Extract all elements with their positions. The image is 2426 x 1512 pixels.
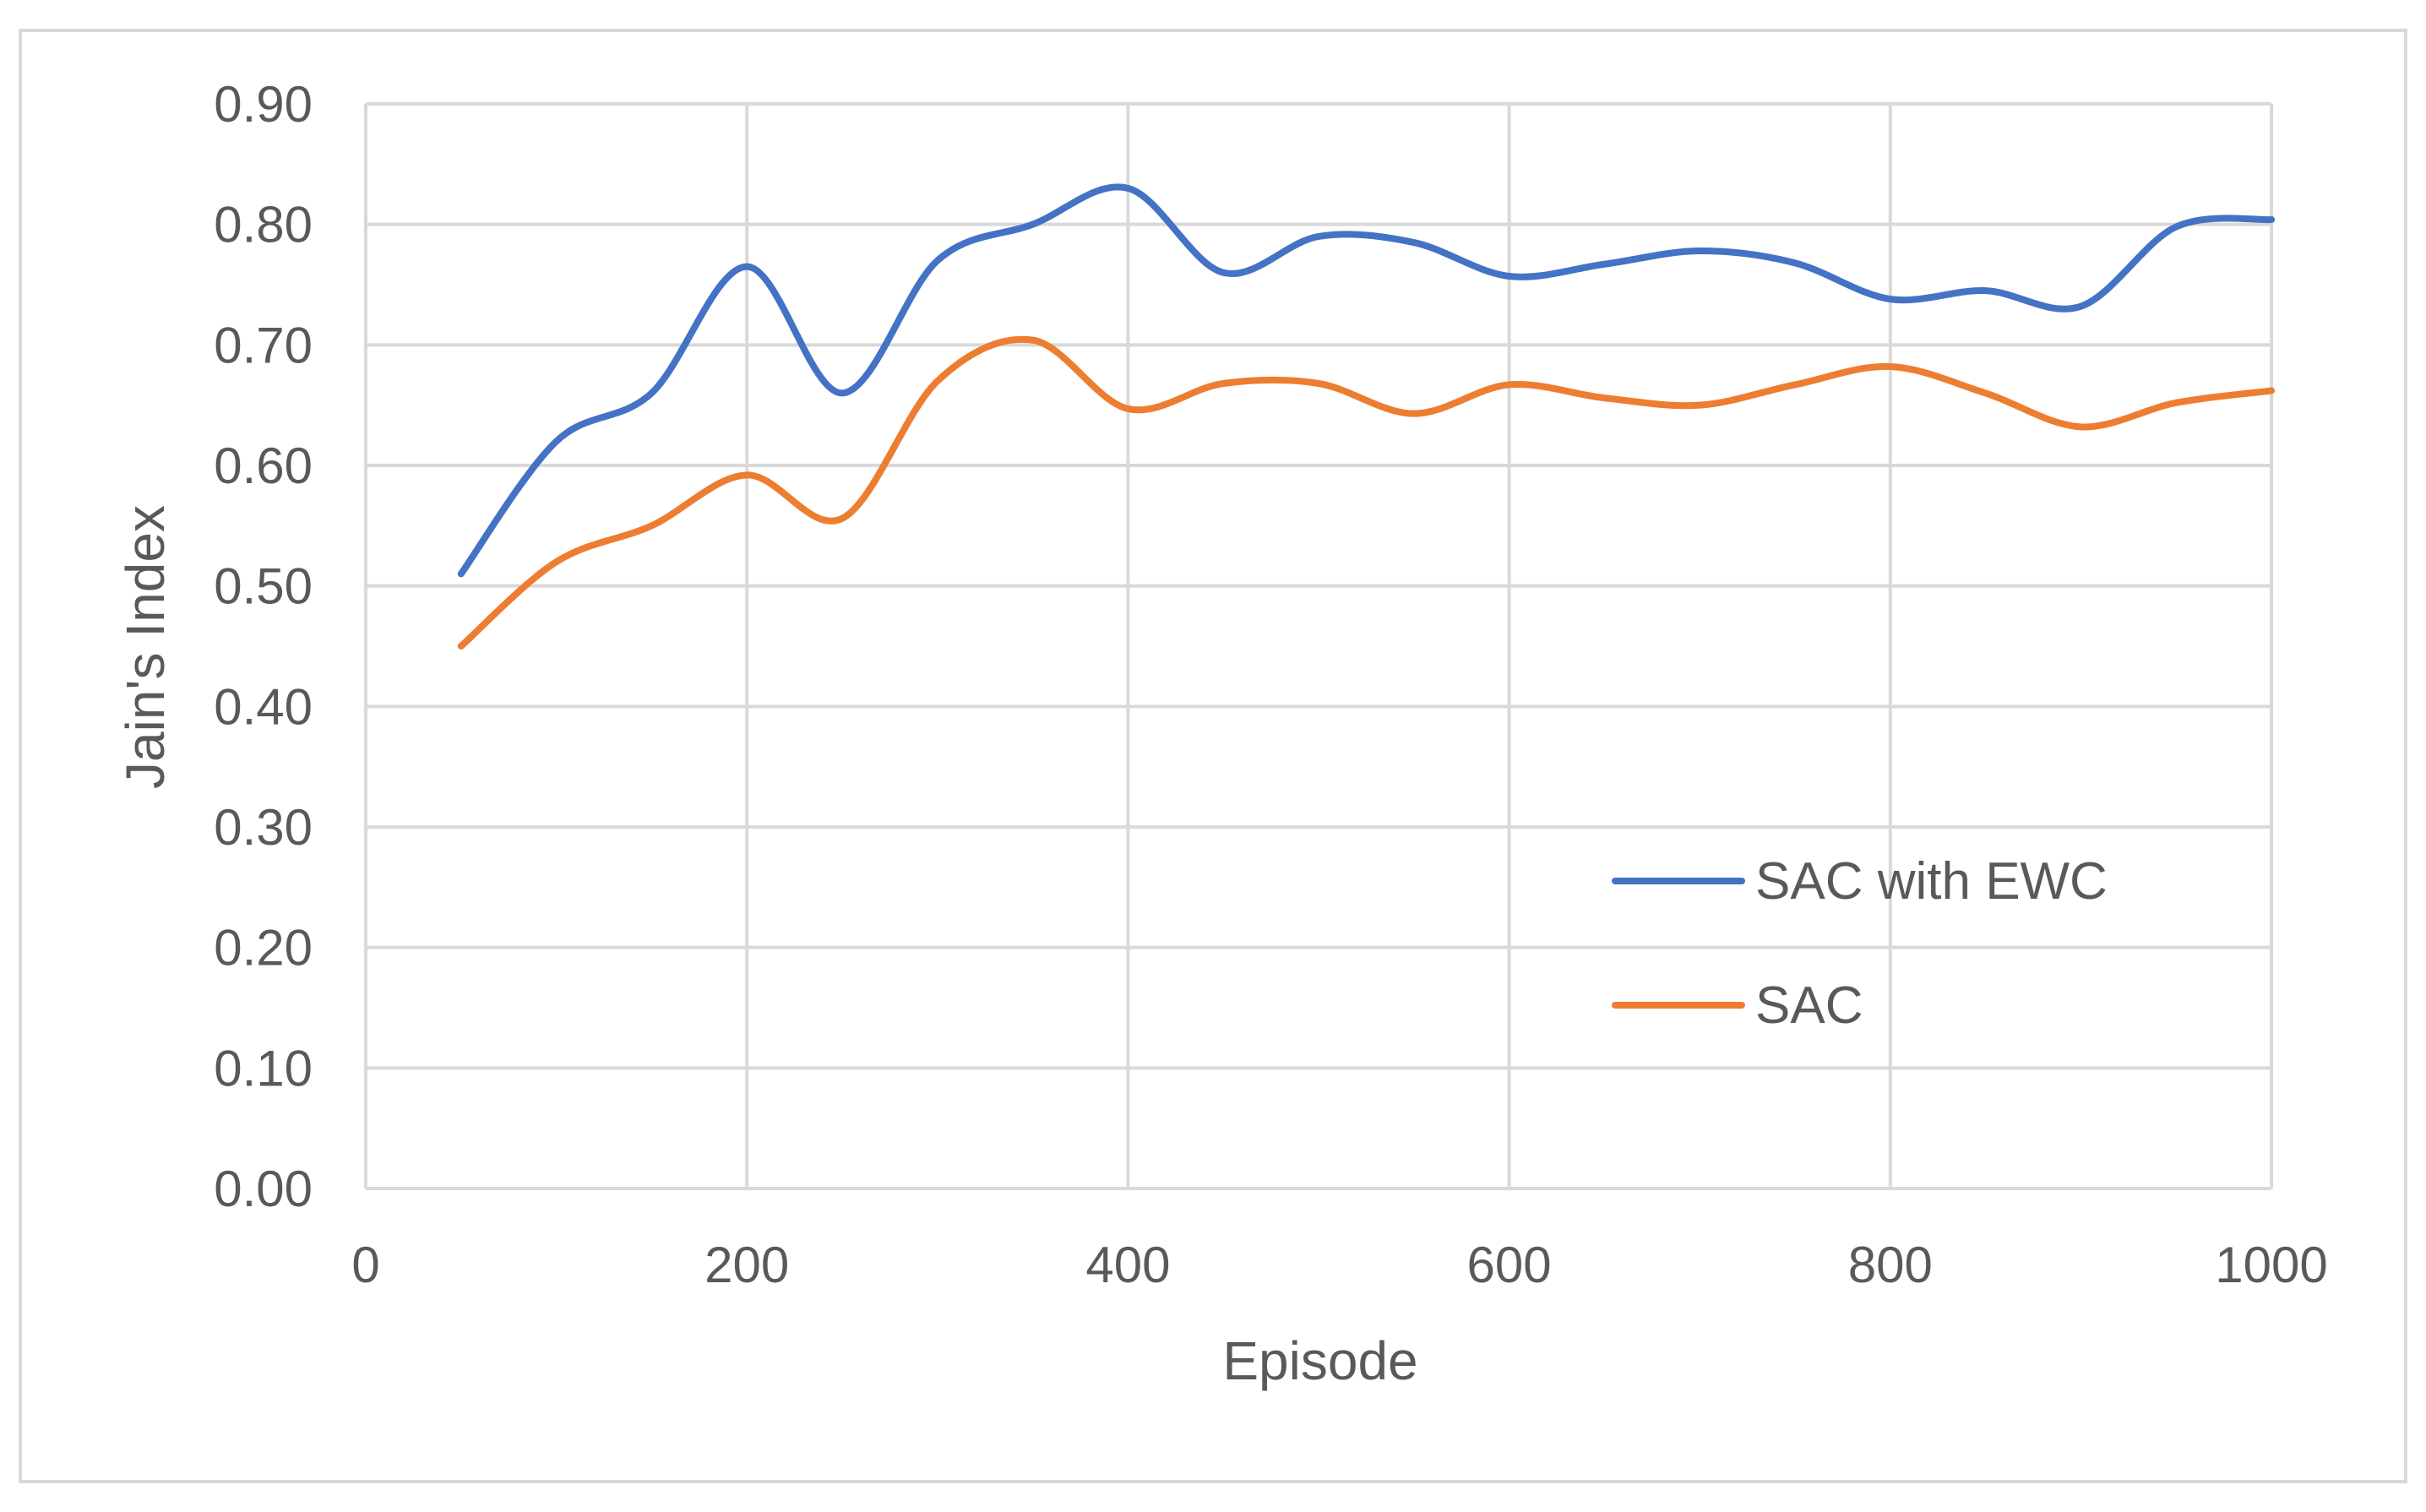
series-lines — [457, 183, 2275, 650]
y-axis-title: Jain's Index — [115, 505, 176, 789]
grid-lines — [366, 102, 2273, 1188]
x-axis-title: Episode — [1222, 1330, 1417, 1391]
series-line-sac — [457, 335, 2275, 650]
y-tick-label: 0.30 — [214, 799, 313, 856]
x-tick-label: 800 — [1848, 1237, 1933, 1293]
y-axis-ticks: 0.00 0.10 0.20 0.30 0.40 0.50 0.60 0.70 0.80 0.90 — [214, 76, 313, 1217]
series-line-sac-with-ewc — [457, 183, 2275, 578]
x-tick-label: 400 — [1085, 1237, 1170, 1293]
legend-label-sac-with-ewc: SAC with EWC — [1755, 852, 2108, 911]
y-tick-label: 0.90 — [214, 76, 313, 133]
legend: SAC with EWC SAC — [1612, 852, 2108, 1035]
x-tick-label: 1000 — [2215, 1237, 2327, 1293]
y-tick-label: 0.40 — [214, 678, 313, 735]
y-tick-label: 0.80 — [214, 197, 313, 253]
y-tick-label: 0.00 — [214, 1161, 313, 1217]
y-tick-label: 0.60 — [214, 438, 313, 494]
axes — [364, 104, 2271, 1190]
y-tick-label: 0.70 — [214, 317, 313, 373]
y-tick-label: 0.50 — [214, 558, 313, 615]
x-axis-ticks: 0 200 400 600 800 1000 — [351, 1237, 2327, 1293]
legend-label-sac: SAC — [1755, 976, 1863, 1035]
y-tick-label: 0.20 — [214, 920, 313, 976]
y-tick-label: 0.10 — [214, 1040, 313, 1096]
x-tick-label: 200 — [704, 1237, 789, 1293]
x-tick-label: 600 — [1467, 1237, 1552, 1293]
x-tick-label: 0 — [351, 1237, 379, 1293]
